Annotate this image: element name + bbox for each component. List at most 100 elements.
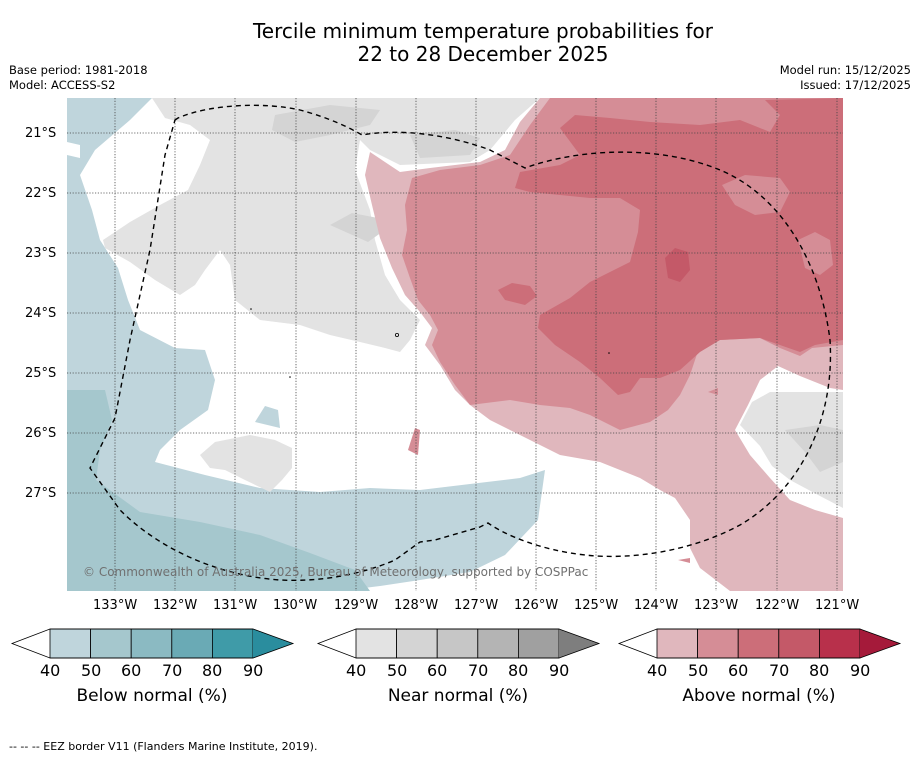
above-normal-patch-e bbox=[678, 558, 690, 563]
lon-label: 121°W bbox=[815, 598, 860, 613]
near-normal-patch-east-dark bbox=[785, 425, 843, 472]
lon-label: 124°W bbox=[634, 598, 679, 613]
issued-text: Issued: 17/12/2025 bbox=[800, 78, 911, 92]
colorbar-tick: 60 bbox=[728, 661, 749, 680]
colorbar-above-normal bbox=[617, 628, 902, 659]
colorbar-outline bbox=[617, 628, 902, 659]
lon-label: 127°W bbox=[454, 598, 499, 613]
colorbar-title-below: Below normal (%) bbox=[76, 686, 228, 706]
colorbar-segment bbox=[130, 628, 173, 659]
near-normal-region-south bbox=[200, 435, 292, 492]
colorbar-segment bbox=[656, 628, 698, 659]
meta-right: Model run: 15/12/2025 Issued: 17/12/2025 bbox=[780, 63, 911, 93]
island-marker bbox=[394, 332, 399, 337]
colorbar-lower-extension bbox=[318, 629, 356, 658]
colorbar-segment bbox=[737, 628, 780, 659]
colorbar-segment bbox=[49, 628, 91, 659]
colorbar-segment bbox=[517, 628, 560, 659]
lon-label: 131°W bbox=[213, 598, 258, 613]
above-normal-patch-d bbox=[708, 388, 718, 395]
below-normal-patch-north bbox=[67, 142, 80, 158]
island-marker bbox=[250, 308, 252, 310]
lon-label: 130°W bbox=[273, 598, 318, 613]
colorbar-segment bbox=[396, 628, 438, 659]
meta-left: Base period: 1981-2018 Model: ACCESS-S2 bbox=[9, 63, 148, 93]
colorbar-lower-extension bbox=[12, 629, 50, 658]
lon-label: 125°W bbox=[574, 598, 619, 613]
colorbar-tick: 40 bbox=[346, 661, 367, 680]
lat-label: 21°S bbox=[25, 126, 57, 141]
near-normal-patch-dark-3 bbox=[410, 130, 480, 158]
lat-label: 22°S bbox=[25, 186, 57, 201]
probability-field: © Commonwealth of Australia 2025, Bureau… bbox=[67, 98, 843, 591]
colorbar-near-normal bbox=[316, 628, 601, 659]
above-normal-region-60 bbox=[515, 98, 843, 395]
lat-label: 23°S bbox=[25, 246, 57, 261]
copyright-text: © Commonwealth of Australia 2025, Bureau… bbox=[83, 565, 588, 579]
lon-label: 132°W bbox=[153, 598, 198, 613]
colorbar-tick: 80 bbox=[202, 661, 223, 680]
colorbar-lower-extension bbox=[619, 629, 657, 658]
colorbar-outline bbox=[316, 628, 601, 659]
near-normal-patch-dark-1 bbox=[272, 105, 380, 142]
colorbar-segment bbox=[818, 628, 861, 659]
colorbar-tick: 70 bbox=[162, 661, 183, 680]
lon-label: 128°W bbox=[394, 598, 439, 613]
island-marker bbox=[289, 376, 291, 378]
lon-label: 133°W bbox=[93, 598, 138, 613]
graticule bbox=[67, 98, 843, 591]
colorbar-tick: 50 bbox=[387, 661, 408, 680]
colorbar-tick: 50 bbox=[688, 661, 709, 680]
colorbar-title-above: Above normal (%) bbox=[682, 686, 836, 706]
colorbar-tick: 90 bbox=[549, 661, 570, 680]
below-normal-patch bbox=[255, 406, 280, 428]
colorbar-segment bbox=[477, 628, 519, 659]
colorbar-tick: 40 bbox=[40, 661, 61, 680]
lon-label: 123°W bbox=[694, 598, 739, 613]
colorbar-segment bbox=[211, 628, 254, 659]
above-normal-patch-h bbox=[798, 232, 833, 275]
lon-label: 129°W bbox=[334, 598, 379, 613]
colorbar-tick: 80 bbox=[809, 661, 830, 680]
colorbar-segment bbox=[171, 628, 213, 659]
eez-footnote: -- -- -- EEZ border V11 (Flanders Marine… bbox=[9, 740, 318, 753]
above-normal-patch-a bbox=[498, 283, 537, 305]
near-normal-region-north bbox=[103, 98, 540, 352]
colorbar-tick: 90 bbox=[850, 661, 871, 680]
below-normal-region-50 bbox=[67, 390, 370, 591]
colorbar-tick: 90 bbox=[243, 661, 264, 680]
base-period-text: Base period: 1981-2018 bbox=[9, 63, 148, 77]
above-normal-patch-b bbox=[665, 248, 690, 282]
colorbar-tick: 60 bbox=[427, 661, 448, 680]
above-normal-patch-g bbox=[722, 175, 790, 215]
colorbar-segment bbox=[778, 628, 820, 659]
colorbar-upper-extension bbox=[559, 629, 599, 658]
colorbar-upper-extension bbox=[253, 629, 293, 658]
colorbar-upper-extension bbox=[860, 629, 900, 658]
lon-label: 126°W bbox=[514, 598, 559, 613]
eez-border bbox=[89, 104, 832, 582]
colorbar-tick: 40 bbox=[647, 661, 668, 680]
model-run-text: Model run: 15/12/2025 bbox=[779, 63, 911, 77]
island-marker bbox=[608, 352, 610, 354]
lon-label: 122°W bbox=[755, 598, 800, 613]
lat-label: 26°S bbox=[25, 426, 57, 441]
model-text: Model: ACCESS-S2 bbox=[9, 78, 116, 92]
above-normal-patch-f bbox=[462, 218, 485, 234]
colorbar-segment bbox=[355, 628, 397, 659]
colorbar-tick: 70 bbox=[468, 661, 489, 680]
lat-label: 24°S bbox=[25, 306, 57, 321]
colorbar-segment bbox=[90, 628, 132, 659]
colorbar-segment bbox=[697, 628, 739, 659]
colorbar-tick: 50 bbox=[81, 661, 102, 680]
colorbar-tick: 80 bbox=[508, 661, 529, 680]
colorbar-title-near: Near normal (%) bbox=[387, 686, 529, 706]
map-title-line1: Tercile minimum temperature probabilitie… bbox=[252, 19, 714, 43]
colorbar-outline bbox=[10, 628, 295, 659]
lat-label: 25°S bbox=[25, 366, 57, 381]
map-title-line2: 22 to 28 December 2025 bbox=[357, 42, 609, 66]
colorbar-tick: 70 bbox=[769, 661, 790, 680]
colorbar-segment bbox=[436, 628, 479, 659]
lat-label: 27°S bbox=[25, 486, 57, 501]
